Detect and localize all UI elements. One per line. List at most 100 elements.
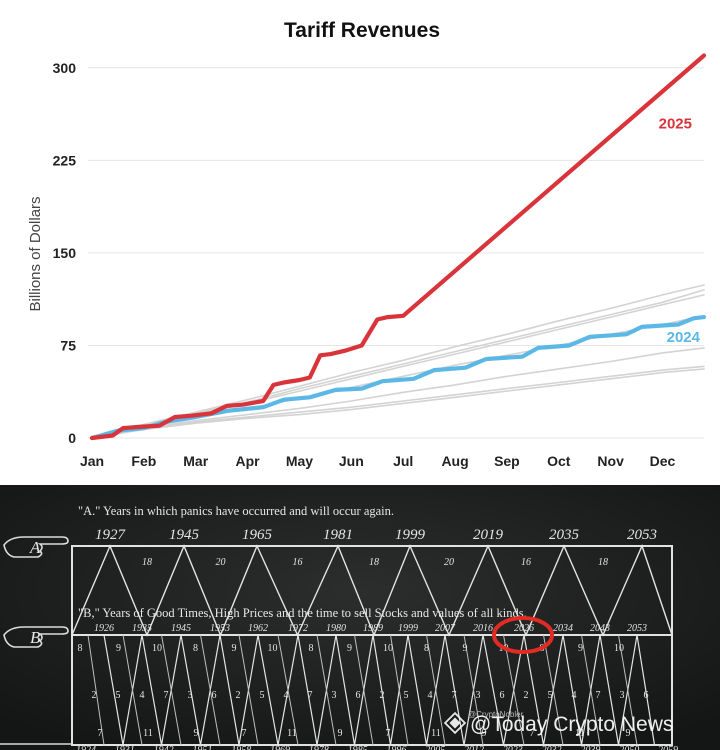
cycle-number: 3: [620, 690, 625, 701]
x-tick-label: Mar: [183, 453, 208, 469]
cycle-number: 7: [530, 728, 535, 739]
cycle-number: 9: [347, 643, 352, 654]
almanac-cycle-chart: "A." Years in which panics have occurred…: [0, 485, 720, 750]
tariff-chart-svg: Tariff Revenues Billions of Dollars 0 75 1…: [27, 19, 707, 469]
good-times-year: 2007: [435, 623, 456, 634]
cycle-number: 9: [232, 643, 237, 654]
cycle-number: 10: [383, 643, 393, 654]
cycle-number: 8: [193, 643, 198, 654]
watermark-logo-icon: [443, 711, 467, 735]
y-tick-label: 225: [53, 152, 77, 168]
row-b-frame: [71, 634, 673, 746]
cycle-number: 7: [164, 690, 169, 701]
cycle-number: 11: [143, 728, 153, 739]
cycle-number: 7: [98, 728, 103, 739]
row-b-description: "B," Years of Good Times, High Prices an…: [78, 606, 527, 620]
panic-year: 1999: [395, 527, 426, 543]
cycle-number: 8: [424, 643, 429, 654]
good-times-year: 1945: [171, 623, 191, 634]
y-tick-label: 300: [53, 60, 77, 76]
cycle-number: 7: [452, 690, 457, 701]
cycle-number: 4: [140, 690, 145, 701]
y-tick-label: 0: [68, 430, 76, 446]
good-times-year: 1989: [363, 623, 383, 634]
good-times-year: 1935: [132, 623, 152, 634]
panic-interval: 18: [369, 557, 379, 568]
good-times-cycle-line: [72, 634, 656, 746]
panic-year: 2035: [549, 527, 580, 543]
hard-times-year: 1951: [192, 745, 212, 750]
series-line-2025: [89, 53, 707, 441]
hard-times-year: 2005: [425, 745, 445, 750]
y-axis-label: Billions of Dollars: [27, 196, 44, 311]
almanac-svg: "A." Years in which panics have occurred…: [0, 485, 720, 750]
watermark-text: @Today Crypto News: [470, 713, 673, 736]
cycle-number: 5: [260, 690, 265, 701]
tariff-revenue-chart: Tariff Revenues Billions of Dollars 0 75 1…: [27, 19, 707, 469]
pointing-hand-a-icon: [3, 536, 69, 558]
good-times-year: 1953: [210, 623, 230, 634]
cycle-number: 8: [309, 643, 314, 654]
cycle-number: 9: [338, 728, 343, 739]
x-tick-label: Nov: [597, 453, 624, 469]
y-tick-label: 150: [53, 245, 77, 261]
good-times-year: 1999: [398, 623, 418, 634]
x-tick-label: Apr: [236, 453, 261, 469]
panic-year: 2019: [473, 527, 504, 543]
hard-times-year: 2023: [503, 745, 523, 750]
cycle-number: 2: [92, 690, 97, 701]
hard-times-year: 1958: [231, 745, 251, 750]
cycle-number: 10: [268, 643, 278, 654]
hard-times-year: 1978: [309, 745, 329, 750]
x-tick-label: Dec: [650, 453, 676, 469]
good-times-year: 1962: [248, 623, 268, 634]
source-mark: @CryptoNobler: [468, 710, 524, 719]
cycle-number: 3: [332, 690, 337, 701]
pointing-hand-b-icon: [3, 626, 69, 648]
x-tick-label: Jul: [393, 453, 413, 469]
x-tick-label: Jun: [339, 453, 364, 469]
series-label-2024: 2024: [667, 329, 701, 346]
cycle-number: 2: [380, 690, 385, 701]
cycle-number: 6: [500, 690, 505, 701]
hard-times-year: 1942: [154, 745, 174, 750]
cycle-number: 6: [212, 690, 217, 701]
cycle-number: 8: [78, 643, 83, 654]
panic-cycle-line: [71, 544, 673, 637]
cycle-number: 9: [578, 643, 583, 654]
row-a-marker: A: [29, 538, 41, 557]
cycle-number: 5: [116, 690, 121, 701]
cycle-number: 7: [386, 728, 391, 739]
cycle-number: 4: [572, 690, 577, 701]
hard-times-year: 2012: [464, 745, 484, 750]
chalkboard-background: [0, 485, 720, 750]
cycle-number: 9: [116, 643, 121, 654]
panic-year: 1981: [323, 527, 353, 543]
panic-year: 2053: [627, 527, 657, 543]
watermark: @Today Crypto News: [443, 711, 673, 736]
cycle-number: 2: [524, 690, 529, 701]
cycle-number: 10: [614, 643, 624, 654]
cycle-number: 6: [644, 690, 649, 701]
cycle-number: 9: [463, 643, 468, 654]
good-times-year: 1972: [288, 623, 308, 634]
panic-interval: 18: [142, 557, 152, 568]
cycle-number: 6: [356, 690, 361, 701]
good-times-year: 2026: [514, 623, 534, 634]
chart-title: Tariff Revenues: [284, 19, 440, 42]
cycle-number: 7: [308, 690, 313, 701]
cycle-number: 2: [236, 690, 241, 701]
cycle-number: 4: [284, 690, 289, 701]
panic-interval: 20: [216, 557, 226, 568]
cycle-number: 10: [152, 643, 162, 654]
x-tick-label: Sep: [494, 453, 520, 469]
cycle-number: 3: [476, 690, 481, 701]
hard-times-year: 2039: [580, 745, 600, 750]
panic-interval: 16: [521, 557, 531, 568]
cycle-number: 5: [548, 690, 553, 701]
y-tick-label: 75: [60, 337, 76, 353]
panic-year: 1945: [169, 527, 200, 543]
cycle-number: 4: [428, 690, 433, 701]
cycle-number: 9: [626, 728, 631, 739]
cycle-number: 7: [596, 690, 601, 701]
